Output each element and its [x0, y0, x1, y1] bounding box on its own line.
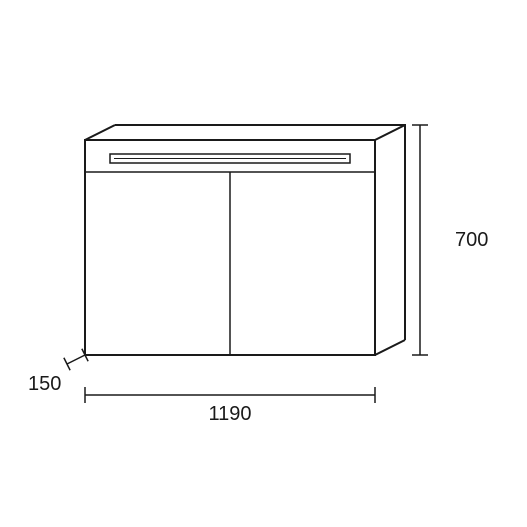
- width-value: 1190: [208, 403, 251, 425]
- height-dimension: 700: [412, 125, 488, 355]
- depth-dimension: 150: [28, 349, 88, 395]
- dimension-diagram: 1190 700 150: [0, 0, 527, 527]
- cabinet-front-face: [85, 140, 375, 355]
- depth-value: 150: [28, 373, 61, 395]
- height-value: 700: [455, 229, 488, 251]
- width-dimension: 1190: [85, 387, 375, 425]
